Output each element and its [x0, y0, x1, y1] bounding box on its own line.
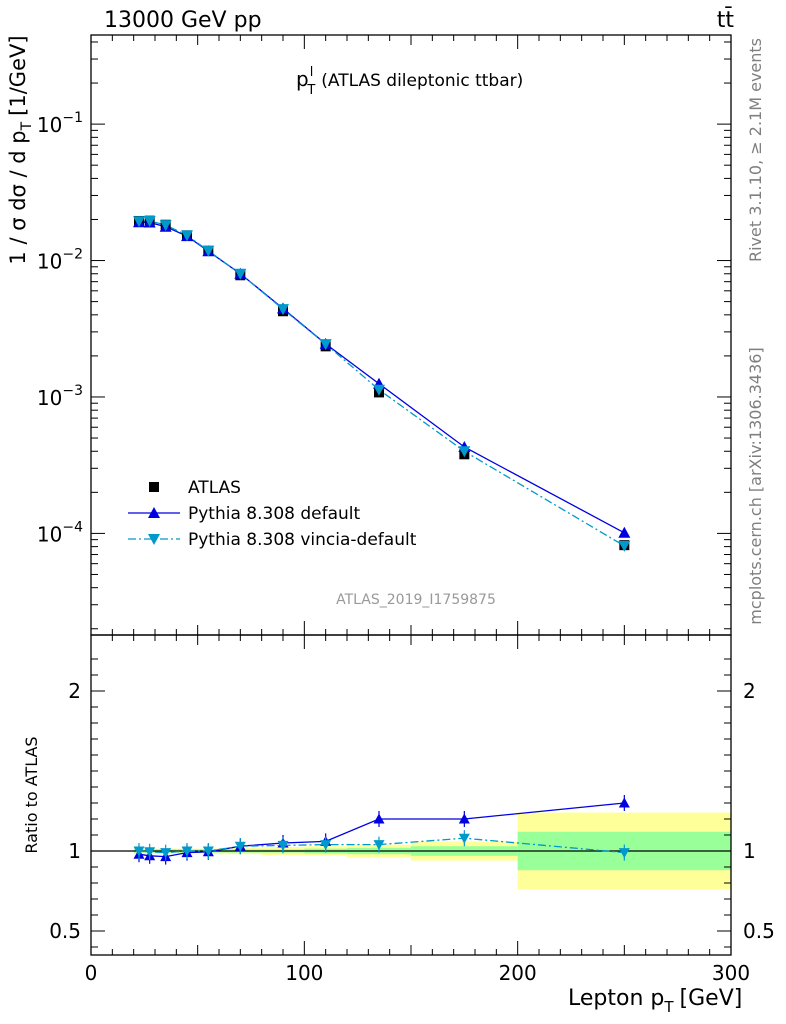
ratio-pythia-default-point: [618, 797, 630, 808]
ratio-pythia-vincia-point: [133, 846, 145, 857]
pythia-vincia-point: [373, 384, 385, 396]
ratio-pythia-vincia-point: [181, 846, 193, 857]
ratio-y-tick-label-right: 2: [743, 679, 756, 703]
pythia-vincia-point: [133, 216, 145, 228]
main-y-tick-label: 10−4: [37, 519, 83, 546]
watermark: ATLAS_2019_I1759875: [336, 592, 496, 608]
ratio-pythia-vincia-point: [202, 846, 214, 857]
mcplots-label: mcplots.cern.ch [arXiv:1306.3436]: [746, 347, 765, 624]
ratio-y-tick-label: 2: [68, 679, 81, 703]
ratio-pythia-vincia-point: [618, 848, 630, 859]
main-y-tick-label: 10−3: [37, 383, 83, 410]
ratio-y-axis-label: Ratio to ATLAS: [22, 736, 41, 853]
legend-marker: [148, 534, 160, 545]
ratio-pythia-default-point: [458, 813, 470, 824]
ratio-axis-ticks: 0.5 0.5 1 1 2 2 0 100 200 300: [49, 635, 775, 985]
ratio-pythia-vincia-point: [373, 840, 385, 851]
x-tick-label: 0: [85, 961, 98, 985]
pythia-vincia-point: [458, 446, 471, 458]
pythia-vincia-point: [202, 245, 215, 257]
legend-label: Pythia 8.308 default: [188, 504, 361, 524]
legend-marker: [149, 482, 159, 492]
pythia-vincia-point: [234, 268, 247, 280]
main-y-tick-label: 10−1: [37, 110, 83, 137]
ratio-y-tick-label: 1: [68, 839, 81, 863]
legend: ATLAS Pythia 8.308 default Pythia 8.308 vi…: [128, 478, 417, 550]
process-label: tt̄: [717, 7, 735, 33]
ratio-pythia-vincia-point: [160, 848, 172, 859]
legend-label: Pythia 8.308 vincia-default: [188, 530, 417, 550]
pythia-vincia-point: [159, 220, 172, 232]
ratio-pythia-vincia-point: [234, 841, 246, 852]
pythia-vincia-point: [319, 339, 332, 351]
ratio-y-tick-label: 0.5: [49, 919, 81, 943]
ratio-pythia-vincia-point: [458, 833, 470, 844]
legend-label: ATLAS: [188, 478, 241, 498]
x-axis-label: Lepton pT [GeV]: [568, 986, 742, 1016]
main-series: [133, 215, 631, 552]
main-title: pl T (ATLAS dileptonic ttbar): [296, 65, 523, 98]
x-tick-label: 200: [499, 961, 537, 985]
ratio-y-tick-label-right: 0.5: [743, 919, 775, 943]
pythia-vincia-point: [277, 304, 289, 316]
main-y-axis-label: 1 / σ dσ / d pT[1/GeV]: [6, 35, 35, 264]
legend-marker: [148, 507, 160, 518]
pythia-default-point: [618, 526, 631, 538]
ratio-series: [133, 795, 630, 865]
main-y-tick-label: 10−2: [37, 247, 83, 274]
x-tick-label: 300: [712, 961, 750, 985]
pythia-vincia-point: [181, 230, 193, 242]
ratio-pythia-vincia-point: [144, 847, 156, 858]
ratio-pythia-vincia-point: [277, 840, 289, 851]
ratio-pythia-default-point: [373, 813, 385, 824]
ratio-pythia-vincia-point: [320, 840, 332, 851]
rivet-label: Rivet 3.1.10, ≥ 2.1M events: [746, 38, 765, 262]
pythia-vincia-point: [143, 215, 156, 227]
ratio-plot-frame: [90, 634, 732, 956]
ratio-y-tick-label-right: 1: [743, 839, 756, 863]
x-tick-label: 100: [285, 961, 323, 985]
pythia-vincia-point: [618, 540, 631, 552]
energy-label: 13000 GeV pp: [104, 8, 262, 33]
main-axis-ticks: 10−4 10−3 10−2 10−1: [37, 35, 732, 635]
